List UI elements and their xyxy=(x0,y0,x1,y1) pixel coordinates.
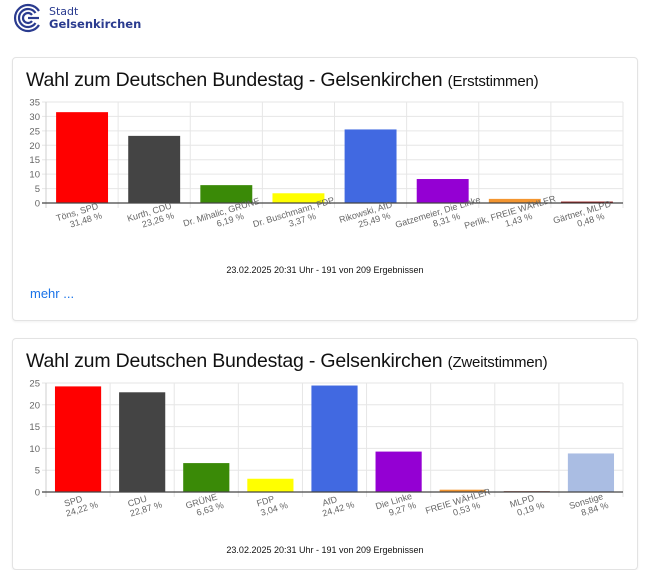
y-tick-label: 10 xyxy=(29,170,40,181)
bar-8[interactable] xyxy=(567,453,615,492)
card-title-sub: (Zweitstimmen) xyxy=(447,354,548,371)
y-tick-label: 20 xyxy=(29,400,40,411)
result-timestamp: 23.02.2025 20:31 Uhr - 191 von 209 Ergeb… xyxy=(226,545,424,555)
bar-3[interactable] xyxy=(247,478,294,492)
bar-5[interactable] xyxy=(375,451,422,492)
card-title-sub: (Erststimmen) xyxy=(447,73,539,90)
bar-1[interactable] xyxy=(128,135,181,203)
y-tick-label: 15 xyxy=(29,155,40,166)
erststimmen-card: Wahl zum Deutschen Bundestag - Gelsenkir… xyxy=(12,57,638,321)
category-label: AfD xyxy=(321,494,339,508)
bar-2[interactable] xyxy=(183,463,230,492)
card-title: Wahl zum Deutschen Bundestag - Gelsenkir… xyxy=(26,69,539,92)
bar-4[interactable] xyxy=(311,385,358,492)
logo-text-city: Gelsenkirchen xyxy=(49,17,142,31)
logo-text-stadt: Stadt xyxy=(49,5,79,18)
y-tick-label: 0 xyxy=(35,199,40,210)
bar-0[interactable] xyxy=(54,386,102,492)
bar-5[interactable] xyxy=(416,179,469,203)
bar-1[interactable] xyxy=(119,392,166,492)
bar-6[interactable] xyxy=(488,198,541,203)
bar-6[interactable] xyxy=(439,489,486,492)
y-tick-label: 0 xyxy=(35,488,40,499)
city-logo[interactable]: Stadt Gelsenkirchen xyxy=(12,3,141,33)
card-title-main: Wahl zum Deutschen Bundestag - Gelsenkir… xyxy=(26,350,443,372)
more-link[interactable]: mehr ... xyxy=(30,286,75,301)
y-tick-label: 15 xyxy=(29,422,40,433)
y-tick-label: 25 xyxy=(29,126,40,137)
y-tick-label: 25 xyxy=(29,379,40,390)
zweitstimmen-card: Wahl zum Deutschen Bundestag - Gelsenkir… xyxy=(12,338,638,570)
bar-2[interactable] xyxy=(200,185,253,203)
y-tick-label: 30 xyxy=(29,112,40,123)
y-tick-label: 5 xyxy=(35,184,40,195)
gelsenkirchen-logo-icon xyxy=(14,3,40,33)
y-tick-label: 20 xyxy=(29,141,40,152)
bar-3[interactable] xyxy=(272,193,325,203)
y-tick-label: 5 xyxy=(35,466,40,477)
bar-7[interactable] xyxy=(560,201,613,203)
bar-0[interactable] xyxy=(56,112,109,203)
bar-4[interactable] xyxy=(344,129,397,203)
card-title-main: Wahl zum Deutschen Bundestag - Gelsenkir… xyxy=(26,69,443,91)
card-title: Wahl zum Deutschen Bundestag - Gelsenkir… xyxy=(26,350,548,373)
result-timestamp: 23.02.2025 20:31 Uhr - 191 von 209 Ergeb… xyxy=(226,265,424,275)
y-tick-label: 35 xyxy=(29,98,40,109)
y-tick-label: 10 xyxy=(29,444,40,455)
